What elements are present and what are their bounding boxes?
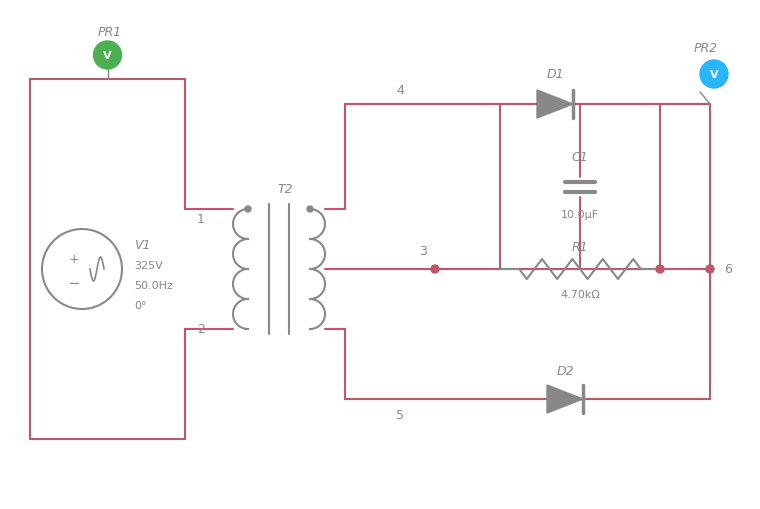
Text: 4.70kΩ: 4.70kΩ	[560, 290, 600, 299]
Text: −: −	[68, 276, 81, 291]
Circle shape	[307, 207, 313, 213]
Text: V: V	[710, 70, 718, 80]
Text: 3: 3	[419, 245, 427, 258]
Text: +: +	[68, 253, 79, 266]
Text: T2: T2	[277, 183, 293, 196]
Text: R1: R1	[572, 241, 588, 254]
Text: 4: 4	[396, 84, 404, 97]
Text: 1: 1	[197, 213, 205, 226]
Text: PR1: PR1	[97, 25, 122, 38]
Text: PR2: PR2	[694, 42, 718, 55]
Circle shape	[706, 266, 714, 273]
Text: V1: V1	[134, 239, 150, 252]
Circle shape	[93, 42, 122, 70]
Circle shape	[700, 61, 728, 89]
Text: 0°: 0°	[134, 300, 147, 310]
Circle shape	[245, 207, 251, 213]
Text: C1: C1	[572, 151, 588, 164]
Text: 6: 6	[724, 263, 732, 276]
Text: 2: 2	[197, 323, 205, 336]
Text: D2: D2	[556, 365, 574, 378]
Polygon shape	[537, 91, 573, 119]
Text: 5: 5	[396, 409, 404, 421]
Polygon shape	[547, 385, 583, 413]
Text: 10.0μF: 10.0μF	[561, 210, 599, 220]
Text: 325V: 325V	[134, 261, 163, 270]
Text: D1: D1	[546, 68, 564, 81]
Text: 50.0Hz: 50.0Hz	[134, 280, 173, 291]
Text: V: V	[103, 51, 112, 61]
Circle shape	[656, 266, 664, 273]
Circle shape	[431, 266, 439, 273]
